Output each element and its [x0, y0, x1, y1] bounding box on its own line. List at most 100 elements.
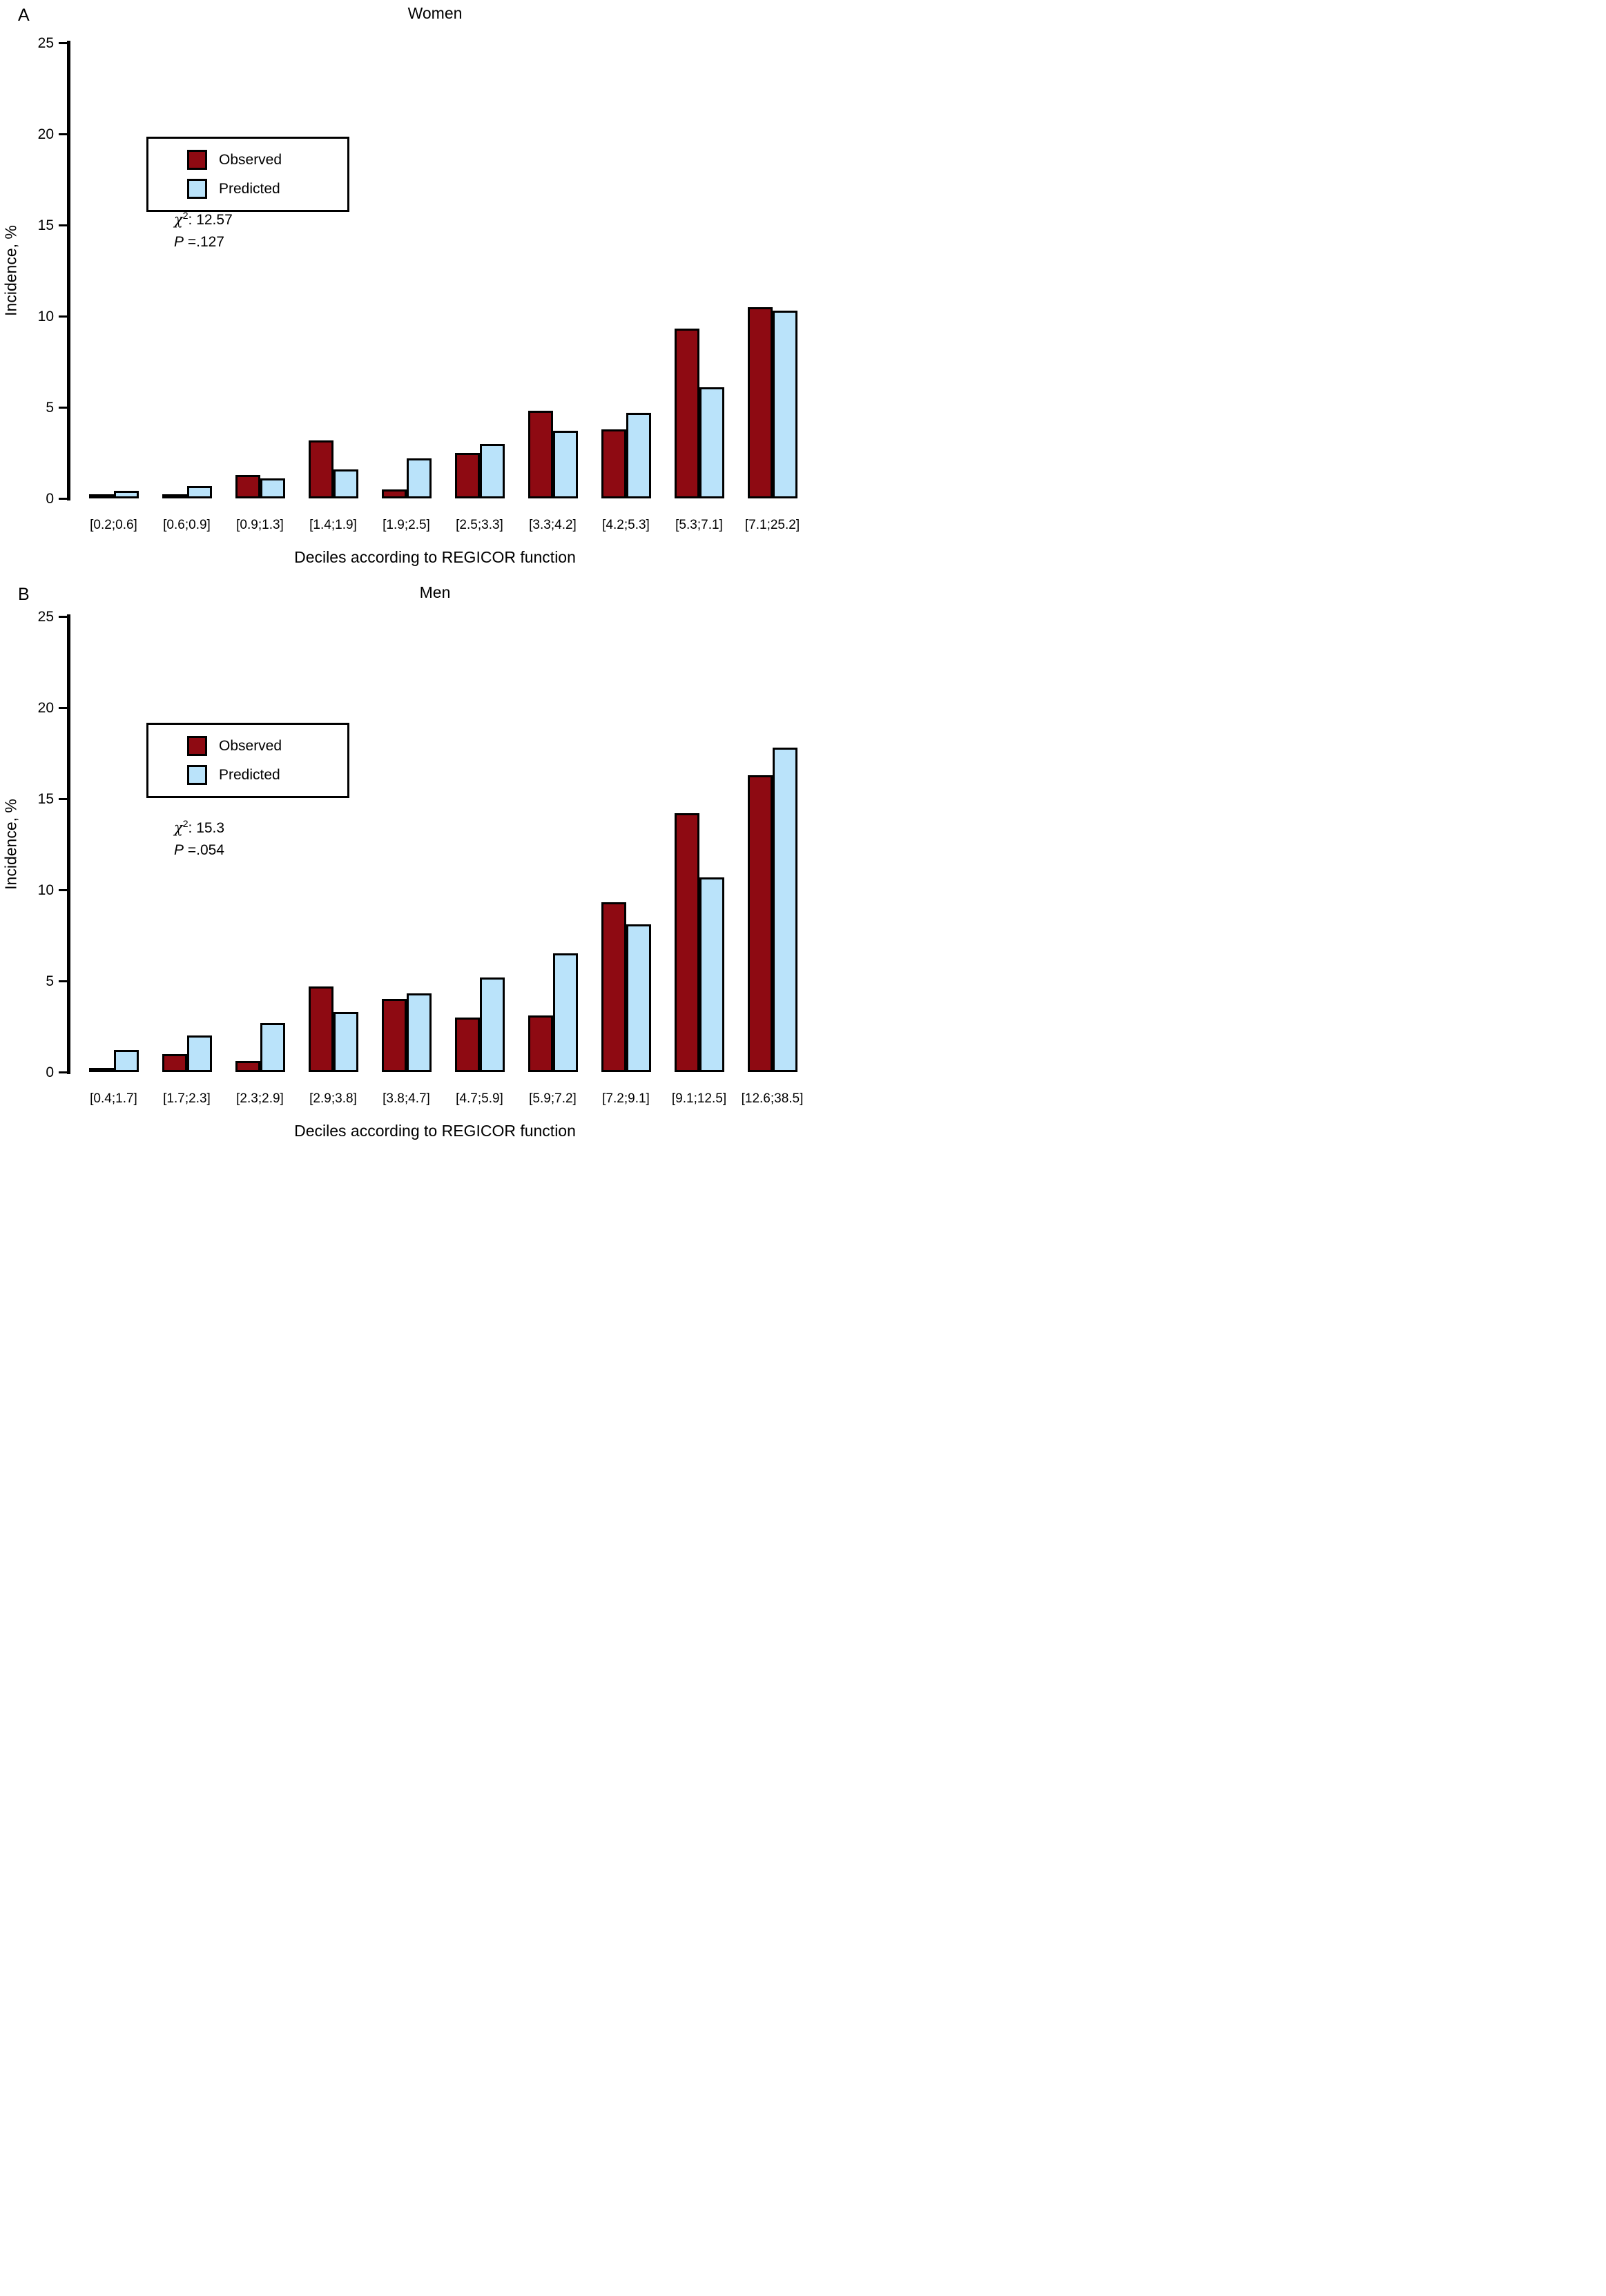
- y-tick: [59, 706, 68, 709]
- legend-label: Observed: [219, 151, 282, 168]
- x-tick-label: [3.3;4.2]: [529, 518, 577, 532]
- y-tick: [59, 797, 68, 800]
- bar-predicted-8: [626, 924, 651, 1072]
- bar-observed-2: [162, 494, 187, 498]
- predicted-swatch: [187, 765, 207, 785]
- panel-letter: B: [18, 585, 30, 604]
- y-tick-label: 25: [37, 609, 54, 625]
- legend-label: Predicted: [219, 766, 280, 783]
- bar-observed-9: [674, 329, 699, 498]
- chi-square-line: χ2: 12.57: [174, 210, 233, 228]
- x-tick-label: [5.3;7.1]: [675, 518, 723, 532]
- p-value-line: P =.127: [174, 233, 224, 250]
- bar-observed-9: [674, 813, 699, 1072]
- y-tick-label: 10: [37, 309, 54, 324]
- bar-predicted-10: [772, 311, 797, 498]
- legend-box: Observed Predicted: [146, 137, 349, 212]
- predicted-swatch: [187, 179, 207, 199]
- bar-observed-3: [235, 1061, 260, 1072]
- y-tick: [59, 406, 68, 409]
- x-tick-label: [1.9;2.5]: [383, 518, 430, 532]
- y-tick: [59, 315, 68, 318]
- y-axis-line: [67, 41, 70, 500]
- x-tick-label: [2.3;2.9]: [236, 1091, 284, 1106]
- bar-predicted-5: [406, 993, 432, 1072]
- y-tick: [59, 888, 68, 891]
- y-axis-label: Incidence, %: [1, 225, 20, 316]
- bar-predicted-9: [699, 387, 724, 498]
- plot-area-women: Deciles according to REGICOR function 0 5…: [38, 36, 800, 566]
- x-tick-label: [7.1;25.2]: [744, 518, 800, 532]
- bar-observed-1: [88, 494, 114, 498]
- observed-swatch: [187, 150, 207, 170]
- bar-observed-5: [381, 999, 407, 1072]
- x-tick-label: [7.2;9.1]: [602, 1091, 650, 1106]
- panel-men: B Men Incidence, % Observed Predicted χ2…: [0, 574, 804, 1148]
- x-tick-label: [0.2;0.6]: [90, 518, 137, 532]
- legend-item-predicted: Predicted: [187, 179, 347, 199]
- x-axis-title: Deciles according to REGICOR function: [294, 548, 576, 566]
- panel-title: Women: [407, 4, 463, 22]
- bar-observed-7: [528, 1015, 553, 1072]
- x-tick-label: [4.7;5.9]: [456, 1091, 503, 1106]
- y-tick: [59, 41, 68, 44]
- bar-predicted-3: [260, 478, 285, 498]
- x-tick-label: [9.1;12.5]: [671, 1091, 727, 1106]
- y-tick-label: 15: [37, 791, 54, 807]
- y-tick-label: 20: [37, 126, 54, 142]
- bar-predicted-10: [772, 748, 797, 1072]
- x-tick-label: [12.6;38.5]: [741, 1091, 804, 1106]
- legend-label: Observed: [219, 737, 282, 754]
- bar-observed-4: [308, 986, 333, 1072]
- bar-predicted-9: [699, 877, 724, 1072]
- bar-predicted-8: [626, 412, 651, 498]
- bar-observed-7: [528, 411, 553, 498]
- y-axis-label: Incidence, %: [1, 799, 20, 890]
- plot-area-men: Deciles according to REGICOR function 0 5…: [38, 610, 804, 1140]
- y-tick-label: 0: [46, 1064, 54, 1080]
- calibration-figure: A Women Incidence, % Observed Predicted …: [0, 0, 803, 1148]
- panel-letter: A: [18, 6, 30, 25]
- observed-swatch: [187, 736, 207, 756]
- x-tick-label: [1.4;1.9]: [309, 518, 357, 532]
- y-tick-label: 20: [37, 700, 54, 716]
- bar-predicted-4: [333, 469, 358, 498]
- y-tick-label: 15: [37, 217, 54, 233]
- y-axis-line: [67, 614, 70, 1074]
- bar-predicted-7: [552, 431, 578, 498]
- p-value-line: P =.054: [174, 841, 224, 858]
- chi-square-line: χ2: 15.3: [174, 818, 225, 836]
- x-tick-label: [4.2;5.3]: [602, 518, 650, 532]
- bar-predicted-1: [113, 1050, 139, 1072]
- goodness-of-fit-stats: χ2: 12.57 P =.127: [174, 208, 233, 253]
- y-tick-label: 5: [46, 973, 54, 989]
- goodness-of-fit-stats: χ2: 15.3 P =.054: [174, 817, 224, 861]
- legend-box: Observed Predicted: [146, 723, 349, 798]
- x-axis-title: Deciles according to REGICOR function: [294, 1122, 576, 1140]
- bar-predicted-1: [113, 491, 139, 498]
- bar-observed-8: [601, 902, 626, 1072]
- bar-predicted-7: [552, 953, 578, 1072]
- legend-item-predicted: Predicted: [187, 765, 347, 785]
- bar-predicted-2: [186, 485, 212, 498]
- bar-predicted-6: [479, 443, 505, 498]
- y-tick: [59, 497, 68, 500]
- y-tick: [59, 224, 68, 226]
- bar-observed-1: [88, 1068, 114, 1072]
- x-tick-label: [5.9;7.2]: [529, 1091, 577, 1106]
- bar-observed-10: [747, 307, 773, 498]
- bar-observed-10: [747, 775, 773, 1072]
- y-tick-label: 25: [37, 35, 54, 51]
- bar-observed-3: [235, 474, 260, 498]
- x-tick-label: [3.8;4.7]: [383, 1091, 430, 1106]
- y-tick: [59, 615, 68, 618]
- legend-label: Predicted: [219, 180, 280, 197]
- bar-predicted-3: [260, 1022, 285, 1072]
- bar-predicted-5: [406, 458, 432, 498]
- x-tick-label: [0.4;1.7]: [90, 1091, 137, 1106]
- x-tick-label: [0.9;1.3]: [236, 518, 284, 532]
- bar-observed-6: [454, 453, 480, 498]
- x-tick-label: [2.9;3.8]: [309, 1091, 357, 1106]
- y-tick: [59, 1071, 68, 1073]
- y-tick-label: 10: [37, 882, 54, 898]
